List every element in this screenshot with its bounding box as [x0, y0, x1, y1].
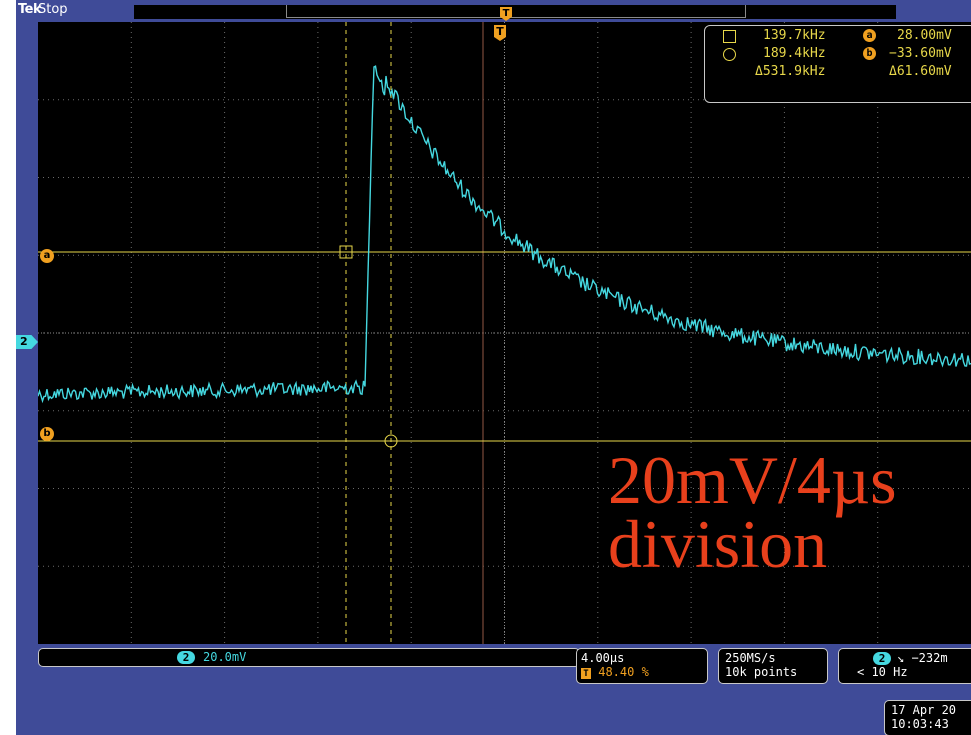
trigger-position-readout: T 48.40 %: [581, 666, 649, 679]
cursor-b-voltage: −33.60mV: [889, 46, 952, 61]
cursor-2-circle-marker: [384, 434, 398, 448]
record-window-bracket: [286, 5, 746, 18]
annotation-line-2: division: [608, 506, 828, 582]
trigger-source-badge: 2: [873, 652, 891, 665]
trigger-position-badge: T: [581, 668, 591, 679]
cursor1-frequency: 139.7kHz: [763, 28, 826, 43]
trigger-readout[interactable]: 2 ↘ −232m < 10 Hz: [838, 648, 971, 684]
date: 17 Apr 20: [891, 703, 957, 717]
trigger-frequency: < 10 Hz: [857, 665, 908, 679]
horizontal-readout[interactable]: 4.00µs T 48.40 %: [576, 648, 708, 684]
channel-2-volts-per-div: 20.0mV: [203, 650, 247, 664]
cursor-a-voltage: 28.00mV: [897, 28, 952, 43]
channel-2-ground-marker: 2: [16, 335, 38, 349]
trigger-level: ↘ −232m: [897, 651, 948, 665]
waveform-graticule: [38, 22, 971, 644]
timebase-value: 4.00µs: [581, 651, 625, 665]
delta-frequency: Δ531.9kHz: [755, 64, 826, 79]
channel-2-waveform: [38, 65, 971, 404]
acquisition-state: Stop: [38, 2, 68, 17]
channel-2-badge: 2: [177, 651, 195, 664]
trigger-position-marker: T: [500, 7, 512, 21]
cursor-b-icon: b: [863, 47, 876, 60]
cursor-b-badge: b: [40, 427, 54, 441]
sample-rate: 250MS/s: [725, 651, 776, 665]
cursor-a-badge: a: [40, 249, 54, 263]
scale-annotation: 20mV/4µs division: [608, 442, 971, 582]
trigger-position-value: 48.40 %: [598, 665, 649, 679]
annotation-line-1: 20mV/4µs: [608, 442, 897, 518]
circle-cursor-icon: [723, 48, 736, 61]
square-cursor-icon: [723, 30, 736, 43]
date-time-readout: 17 Apr 20 10:03:43: [884, 700, 971, 735]
graticule-grid: [38, 22, 971, 644]
cursor-1-square-marker: [339, 245, 353, 259]
trigger-point-marker: T: [494, 25, 506, 41]
oscilloscope-screen: Tek Stop T T 2 a b 139.7kHz 189.4kHz Δ53…: [16, 0, 971, 735]
record-length: 10k points: [725, 665, 798, 679]
top-status-bar: Tek Stop T: [16, 0, 971, 22]
channel-2-scale-readout[interactable]: 2 20.0mV: [38, 648, 580, 667]
cursor-a-icon: a: [863, 29, 876, 42]
time: 10:03:43: [891, 717, 949, 731]
tek-logo: Tek: [18, 2, 42, 17]
acquisition-readout[interactable]: 250MS/s 10k points: [718, 648, 828, 684]
cursor-readout-panel: 139.7kHz 189.4kHz Δ531.9kHz a b 28.00mV …: [704, 25, 971, 103]
delta-voltage: Δ61.60mV: [889, 64, 952, 79]
cursor2-frequency: 189.4kHz: [763, 46, 826, 61]
